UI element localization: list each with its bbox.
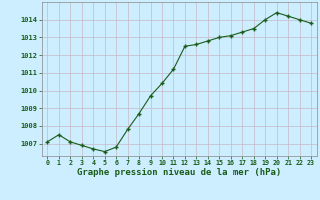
X-axis label: Graphe pression niveau de la mer (hPa): Graphe pression niveau de la mer (hPa) xyxy=(77,168,281,177)
